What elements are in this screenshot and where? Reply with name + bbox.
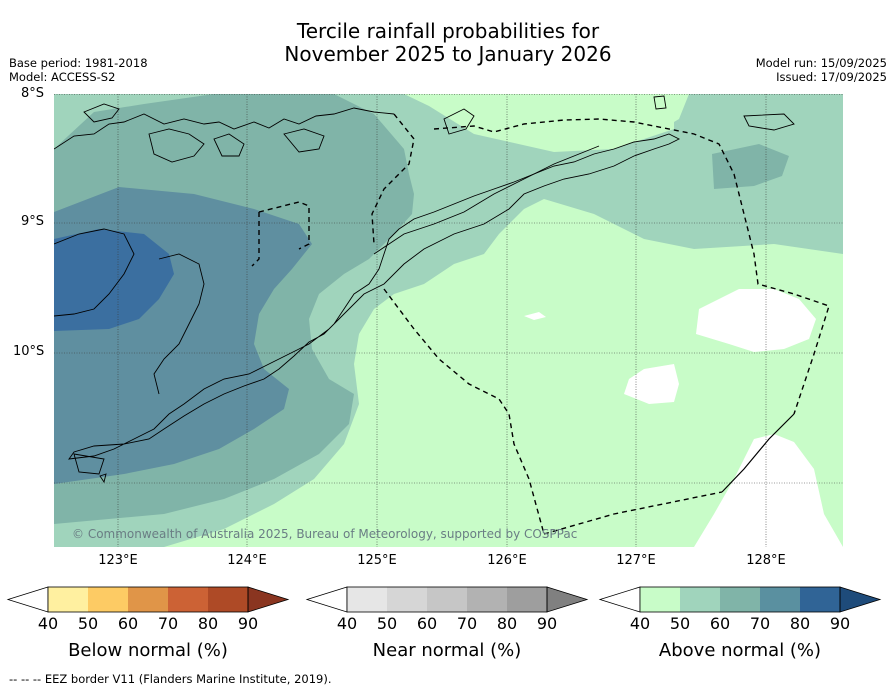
- region-no-signal-2: [624, 364, 679, 404]
- title-line-2: November 2025 to January 2026: [284, 42, 612, 66]
- colorbar-below-normal-segment: [168, 587, 208, 612]
- colorbar-near-normal-extend-low: [305, 586, 348, 613]
- meta-left: Base period: 1981-2018 Model: ACCESS-S2: [9, 56, 148, 84]
- copyright-notice: © Commonwealth of Australia 2025, Bureau…: [72, 527, 578, 541]
- colorbar-below-normal-tick: 60: [117, 614, 139, 633]
- colorbar-above-normal-tick: 70: [749, 614, 771, 633]
- colorbar-near-normal-outline: [346, 586, 548, 613]
- colorbar-below-normal-tick: 40: [37, 614, 59, 633]
- colorbar-above-normal-extend-low: [598, 586, 641, 613]
- eez-border-solid: [721, 413, 795, 493]
- lat-label-10s: 10°S: [13, 344, 45, 359]
- colorbar-near-normal-tick: 80: [496, 614, 518, 633]
- lon-label-127e: 127°E: [616, 553, 656, 568]
- graticule: [54, 94, 843, 547]
- region-above-60-70-east: [712, 144, 789, 189]
- colorbar-above-normal-segment: [640, 587, 680, 612]
- colorbar-below-normal-segment: [128, 587, 168, 612]
- colorbar-below-normal-segment: [48, 587, 88, 612]
- lon-label-123e: 123°E: [98, 553, 138, 568]
- lon-label-126e: 126°E: [487, 553, 527, 568]
- colorbars: [6, 586, 882, 613]
- colorbar-below-normal-extend-low: [6, 586, 49, 613]
- lat-label-8s: 8°S: [21, 86, 45, 101]
- coastline-timor: [68, 133, 681, 460]
- region-above-80-90: [54, 229, 174, 331]
- colorbar-title-below-normal: Below normal (%): [68, 640, 228, 661]
- colorbar-below-normal-tick: 70: [157, 614, 179, 633]
- colorbar-near-normal-tick: 40: [336, 614, 358, 633]
- colorbar-near-normal-segment: [507, 587, 547, 612]
- base-period: Base period: 1981-2018: [9, 56, 148, 70]
- colorbar-near-normal-extend-high: [546, 586, 589, 613]
- colorbar-above-normal-segment: [800, 587, 840, 612]
- title-line-1: Tercile rainfall probabilities for: [296, 19, 600, 43]
- colorbar-near-normal-tick: 70: [456, 614, 478, 633]
- colorbar-above-normal-tick: 80: [789, 614, 811, 633]
- lat-label-9s: 9°S: [21, 214, 45, 229]
- colorbar-near-normal-tick: 60: [416, 614, 438, 633]
- eez-border: [251, 113, 830, 535]
- colorbar-near-normal-tick: 50: [376, 614, 398, 633]
- lon-label-124e: 124°E: [227, 553, 267, 568]
- colorbar-above-normal-segment: [720, 587, 760, 612]
- coastline-north-islands: [54, 107, 395, 150]
- chart-title: Tercile rainfall probabilities for Novem…: [0, 20, 896, 66]
- issued-date: Issued: 17/09/2025: [776, 70, 887, 84]
- model-name: Model: ACCESS-S2: [9, 70, 116, 84]
- lon-label-128e: 128°E: [746, 553, 786, 568]
- colorbar-above-normal-outline: [639, 586, 841, 613]
- colorbar-above-normal-tick: 40: [629, 614, 651, 633]
- eez-legend-note: -- -- -- EEZ border V11 (Flanders Marine…: [9, 672, 332, 686]
- colorbar-above-normal-segment: [680, 587, 720, 612]
- lon-label-125e: 125°E: [357, 553, 397, 568]
- region-no-signal-3: [694, 434, 843, 547]
- meta-right: Model run: 15/09/2025 Issued: 17/09/2025: [756, 56, 887, 84]
- colorbar-near-normal-segment: [387, 587, 427, 612]
- colorbar-below-normal-tick: 50: [77, 614, 99, 633]
- colorbar-title-above-normal: Above normal (%): [658, 640, 822, 661]
- colorbar-above-normal-tick: 60: [709, 614, 731, 633]
- model-run: Model run: 15/09/2025: [755, 56, 887, 70]
- colorbar-near-normal-segment: [347, 587, 387, 612]
- region-above-40-50-north: [406, 94, 689, 149]
- colorbar-below-normal: [6, 586, 290, 613]
- colorbar-near-normal: [305, 586, 589, 613]
- colorbar-near-normal-tick: 90: [536, 614, 558, 633]
- colorbar-near-normal-segment: [467, 587, 507, 612]
- region-no-signal-1: [696, 289, 816, 352]
- colorbar-near-normal-segment: [427, 587, 467, 612]
- colorbar-above-normal: [598, 586, 882, 613]
- colorbar-below-normal-tick: 80: [197, 614, 219, 633]
- colorbar-below-normal-segment: [88, 587, 128, 612]
- colorbar-below-normal-tick: 90: [237, 614, 259, 633]
- colorbar-above-normal-extend-high: [839, 586, 882, 613]
- colorbar-below-normal-segment: [208, 587, 248, 612]
- colorbar-above-normal-tick: 90: [829, 614, 851, 633]
- colorbar-below-normal-extend-high: [247, 586, 290, 613]
- colorbar-above-normal-tick: 50: [669, 614, 691, 633]
- probability-map: [54, 94, 843, 547]
- colorbar-title-near-normal: Near normal (%): [372, 640, 522, 661]
- colorbar-below-normal-outline: [47, 586, 249, 613]
- region-no-signal-4: [524, 312, 546, 320]
- coastlines: [54, 95, 795, 484]
- colorbar-above-normal-segment: [760, 587, 800, 612]
